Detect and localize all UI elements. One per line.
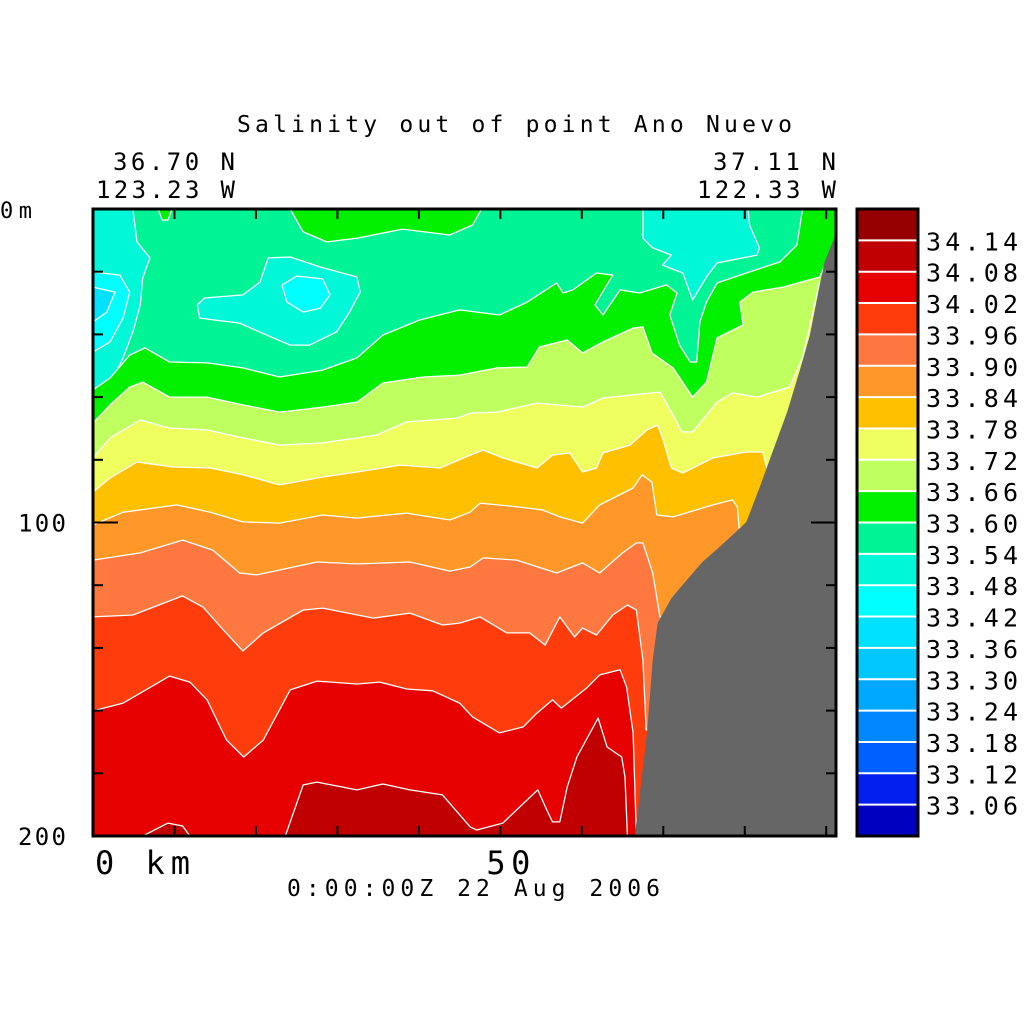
colorbar-level-label: 33.42 xyxy=(926,604,1018,633)
colorbar-level-label: 33.54 xyxy=(926,541,1018,570)
colorbar-band xyxy=(857,209,918,241)
colorbar-band xyxy=(857,491,918,523)
colorbar-band xyxy=(857,271,918,304)
colorbar-level-label: 33.48 xyxy=(926,572,1018,601)
colorbar-level-label: 33.60 xyxy=(926,510,1018,539)
colorbar-band xyxy=(857,679,918,712)
chart-title: Salinity out of point Ano Nuevo xyxy=(237,112,792,138)
colorbar-band xyxy=(857,585,918,618)
colorbar-band xyxy=(857,428,918,461)
contour-region-34.02-34.08 xyxy=(92,669,638,837)
colorbar-band xyxy=(857,804,918,837)
colorbar-level-label: 34.14 xyxy=(926,227,1018,256)
contour-region-33.42-33.48 xyxy=(281,275,331,313)
contour-region-33.48-33.54 xyxy=(642,208,761,301)
left-latitude: 36.70 N xyxy=(113,148,235,176)
colorbar-band xyxy=(857,710,918,743)
colorbar-level-label: 33.36 xyxy=(926,635,1018,664)
colorbar-level-label: 33.06 xyxy=(926,792,1018,821)
colorbar-frame xyxy=(855,207,920,838)
timestamp-label: 0:00:00Z 22 Aug 2006 xyxy=(287,876,660,902)
colorbar-band xyxy=(857,773,918,806)
y-tick-label: 200 xyxy=(18,823,66,851)
right-latitude: 37.11 N xyxy=(713,148,836,176)
colorbar-level-label: 33.90 xyxy=(926,353,1018,382)
colorbar-level-label: 34.08 xyxy=(926,259,1018,288)
colorbar-band xyxy=(857,553,918,586)
colorbar-level-label: 33.96 xyxy=(926,321,1018,350)
colorbar-band xyxy=(857,741,918,774)
left-longitude: 123.23 W xyxy=(96,176,236,204)
colorbar-band xyxy=(857,459,918,492)
colorbar-band xyxy=(857,647,918,680)
colorbar-band xyxy=(857,365,918,398)
colorbar-level-label: 33.30 xyxy=(926,666,1018,695)
colorbar-level-label: 33.12 xyxy=(926,760,1018,789)
colorbar-band xyxy=(857,240,918,273)
colorbar-level-label: 33.72 xyxy=(926,447,1018,476)
colorbar-band xyxy=(857,303,918,335)
colorbar-band xyxy=(857,522,918,555)
colorbar-level-label: 33.24 xyxy=(926,698,1018,727)
colorbar-band xyxy=(857,334,918,367)
colorbar-level-label: 33.78 xyxy=(926,415,1018,444)
bathymetry-seafloor xyxy=(634,234,836,837)
x-tick-label: 0 km xyxy=(95,844,190,882)
contour-region-34.08-34.14 xyxy=(284,717,629,837)
colorbar-band xyxy=(857,397,918,429)
colorbar-level-label: 33.84 xyxy=(926,384,1018,413)
plot-area xyxy=(92,208,837,837)
colorbar-level-label: 33.18 xyxy=(926,729,1018,758)
right-longitude: 122.33 W xyxy=(697,176,837,204)
y-tick-label: 100 xyxy=(18,510,66,538)
colorbar-level-label: 34.02 xyxy=(926,290,1018,319)
colorbar-band xyxy=(857,616,918,649)
colorbar-level-label: 33.66 xyxy=(926,478,1018,507)
y-tick-label: 0m xyxy=(0,199,32,224)
